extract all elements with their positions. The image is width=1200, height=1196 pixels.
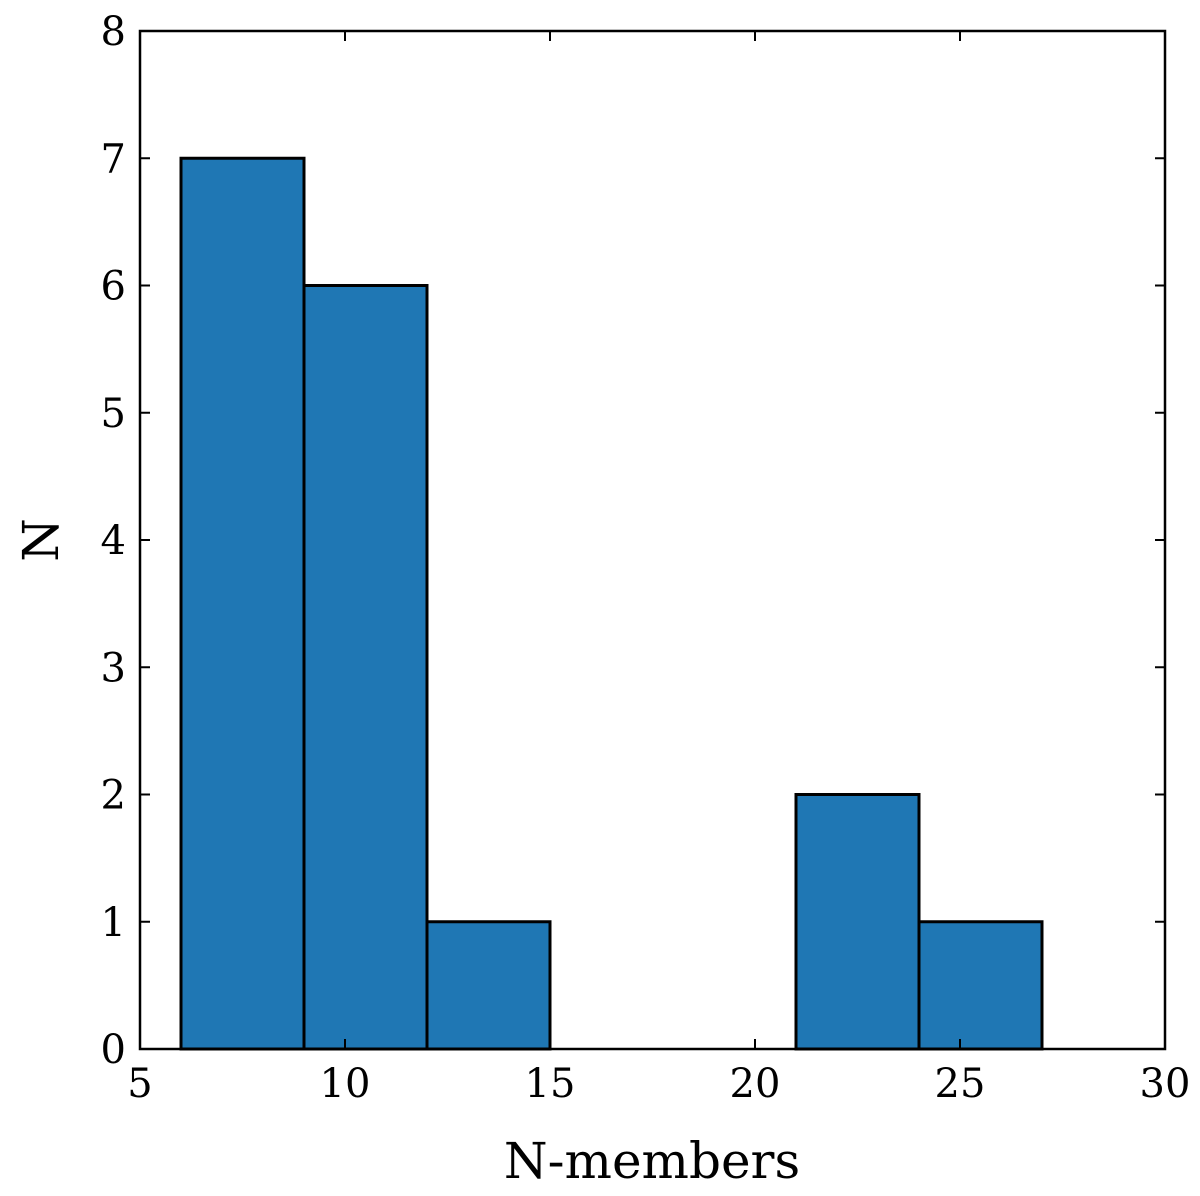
y-tick-label: 3 (101, 645, 126, 691)
ticks-group: 5 10 15 20 25 30 0 1 2 3 4 5 6 7 8 (101, 9, 1191, 1107)
histogram-bar (794, 793, 921, 1051)
bars-group (179, 156, 1044, 1051)
x-tick-label: 15 (525, 1061, 576, 1107)
y-tick-label: 6 (101, 264, 126, 310)
x-tick-label: 10 (320, 1061, 371, 1107)
histogram-bar (179, 156, 306, 1051)
histogram-bar (302, 284, 429, 1051)
y-tick-label: 7 (101, 136, 126, 182)
histogram-bar (425, 920, 552, 1051)
y-tick-label: 4 (101, 518, 126, 564)
x-tick-label: 25 (935, 1061, 986, 1107)
x-tick-label: 30 (1140, 1061, 1191, 1107)
y-tick-label: 2 (101, 773, 126, 819)
y-axis-title: N (12, 518, 70, 562)
y-tick-label: 0 (101, 1027, 126, 1073)
y-tick-label: 8 (101, 9, 126, 55)
y-tick-label: 1 (101, 900, 126, 946)
x-tick-label: 5 (127, 1061, 152, 1107)
x-axis-title: N-members (504, 1132, 800, 1190)
plot-frame (138, 29, 1167, 1051)
x-tick-label: 20 (730, 1061, 781, 1107)
histogram-bar (917, 920, 1044, 1051)
y-tick-label: 5 (101, 391, 126, 437)
